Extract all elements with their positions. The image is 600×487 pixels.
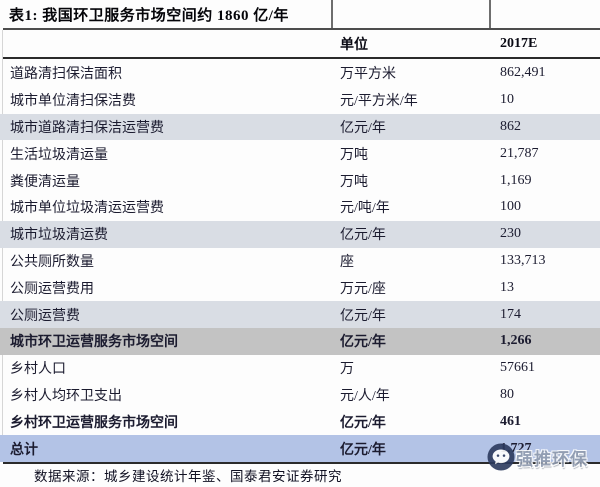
table-row: 生活垃圾清运量 万吨 21,787 — [0, 140, 600, 167]
table-row: 城市单位垃圾清运运营费 元/吨/年 100 — [0, 194, 600, 221]
row-value: 10 — [500, 92, 514, 108]
row-unit: 亿元/年 — [340, 120, 386, 136]
row-unit: 亿元/年 — [340, 442, 386, 458]
column-divider-tick — [331, 0, 333, 28]
row-label: 乡村人口 — [10, 362, 66, 378]
row-unit: 座 — [340, 254, 354, 270]
row-label: 道路清扫保洁面积 — [10, 67, 122, 83]
table-header-row: 单位 2017E — [0, 30, 600, 57]
row-unit: 元/吨/年 — [340, 201, 390, 217]
table-row: 乡村人均环卫支出 元/人/年 80 — [0, 382, 600, 409]
row-unit: 万吨 — [340, 174, 368, 190]
row-value: 862 — [500, 118, 521, 134]
table-body: 道路清扫保洁面积 万平方米 862,491 城市单位清扫保洁费 元/平方米/年 10 城市道… — [0, 60, 600, 462]
row-label: 城市道路清扫保洁运营费 — [10, 120, 164, 136]
table-row: 公厕运营费用 万元/座 13 — [0, 274, 600, 301]
row-unit: 元/平方米/年 — [340, 94, 418, 110]
row-value: 13 — [500, 279, 514, 295]
row-value: 230 — [500, 226, 521, 242]
row-value: 1,169 — [500, 172, 532, 188]
column-divider-tick — [489, 0, 491, 28]
table-row: 城市垃圾清运费 亿元/年 230 — [0, 220, 600, 248]
table-row: 公共厕所数量 座 133,713 — [0, 248, 600, 275]
row-label: 公厕运营费 — [10, 308, 80, 324]
table-row: 粪便清运量 万吨 1,169 — [0, 167, 600, 194]
chat-bubble-icon — [487, 443, 515, 471]
table-row: 道路清扫保洁面积 万平方米 862,491 — [0, 60, 600, 87]
watermark-text: 强推环保 — [516, 449, 588, 469]
table-row: 城市道路清扫保洁运营费 亿元/年 862 — [0, 113, 600, 141]
row-unit: 万平方米 — [340, 67, 396, 83]
row-unit: 亿元/年 — [340, 308, 386, 324]
row-value: 461 — [500, 413, 521, 429]
table-row: 公厕运营费 亿元/年 174 — [0, 301, 600, 328]
row-value: 862,491 — [500, 65, 546, 81]
table-row: 城市单位清扫保洁费 元/平方米/年 10 — [0, 87, 600, 114]
row-label: 乡村环卫运营服务市场空间 — [10, 415, 178, 431]
row-label: 总计 — [10, 442, 38, 458]
row-value: 133,713 — [500, 252, 546, 268]
row-label: 粪便清运量 — [10, 174, 80, 190]
row-unit: 万元/座 — [340, 281, 386, 297]
table-row: 乡村人口 万 57661 — [0, 355, 600, 382]
row-label: 生活垃圾清运量 — [10, 147, 108, 163]
row-unit: 亿元/年 — [340, 415, 386, 431]
row-label: 乡村人均环卫支出 — [10, 388, 122, 404]
row-value: 100 — [500, 199, 521, 215]
row-label: 城市单位垃圾清运运营费 — [10, 201, 164, 217]
row-label: 城市环卫运营服务市场空间 — [10, 335, 178, 351]
column-header-period: 2017E — [500, 35, 538, 51]
watermark: 强推环保 — [487, 443, 588, 471]
row-unit: 万吨 — [340, 147, 368, 163]
row-label: 公共厕所数量 — [10, 254, 94, 270]
bottom-rule — [3, 462, 600, 464]
row-unit: 亿元/年 — [340, 228, 386, 244]
header-rule — [3, 57, 600, 59]
row-value: 80 — [500, 386, 514, 402]
row-unit: 万 — [340, 362, 354, 378]
row-value: 21,787 — [500, 145, 539, 161]
table-row: 乡村环卫运营服务市场空间 亿元/年 461 — [0, 408, 600, 435]
column-header-unit: 单位 — [340, 37, 368, 53]
row-value: 57661 — [500, 360, 535, 376]
row-value: 1,266 — [500, 333, 532, 349]
row-unit: 元/人/年 — [340, 388, 390, 404]
title-rule — [3, 28, 600, 30]
row-label: 公厕运营费用 — [10, 281, 94, 297]
table-row: 城市环卫运营服务市场空间 亿元/年 1,266 — [0, 327, 600, 355]
row-unit: 亿元/年 — [340, 335, 386, 351]
row-label: 城市垃圾清运费 — [10, 228, 108, 244]
row-label: 城市单位清扫保洁费 — [10, 94, 136, 110]
data-source-note: 数据来源：城乡建设统计年鉴、国泰君安证券研究 — [34, 469, 342, 484]
row-value: 174 — [500, 306, 521, 322]
table-title: 表1: 我国环卫服务市场空间约 1860 亿/年 — [9, 8, 289, 24]
